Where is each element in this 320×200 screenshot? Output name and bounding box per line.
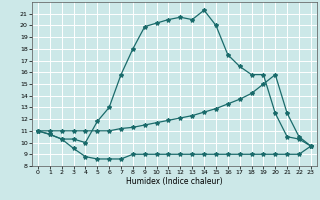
X-axis label: Humidex (Indice chaleur): Humidex (Indice chaleur) bbox=[126, 177, 223, 186]
